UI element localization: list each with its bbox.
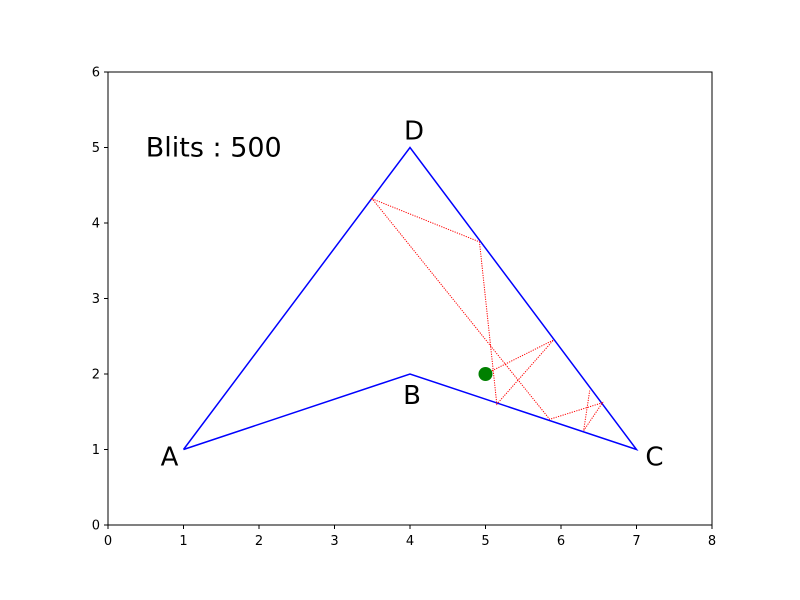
x-tick-label: 7 [632, 534, 640, 549]
vertex-labels: A B C D [161, 117, 664, 473]
vertex-label-a: A [161, 443, 179, 473]
x-tick-label: 1 [179, 534, 187, 549]
x-tick-label: 3 [330, 534, 338, 549]
x-tick-label: 6 [557, 534, 565, 549]
x-tick-label: 2 [255, 534, 263, 549]
vertex-label-c: C [645, 443, 663, 473]
y-tick-label: 0 [92, 519, 100, 534]
bounce-path [370, 197, 604, 431]
polygon-outline [182, 146, 639, 451]
y-tick-label: 2 [92, 368, 100, 383]
vertex-label-b: B [403, 381, 421, 411]
blits-counter: Blits : 500 [146, 133, 282, 164]
vertex-label-d: D [404, 117, 424, 147]
y-tick-label: 4 [92, 217, 100, 232]
x-tick-label: 8 [708, 534, 716, 549]
y-tick-label: 1 [92, 443, 100, 458]
x-tick-label: 5 [481, 534, 489, 549]
y-tick-label: 5 [92, 141, 100, 156]
y-tick-label: 6 [92, 66, 100, 81]
ticks: 0 1 2 3 4 5 6 7 8 0 1 2 3 4 5 6 [92, 66, 716, 550]
x-tick-label: 4 [406, 534, 414, 549]
series [182, 146, 639, 451]
x-tick-label: 0 [104, 534, 112, 549]
ball-marker [478, 367, 493, 381]
y-tick-label: 3 [92, 292, 100, 307]
